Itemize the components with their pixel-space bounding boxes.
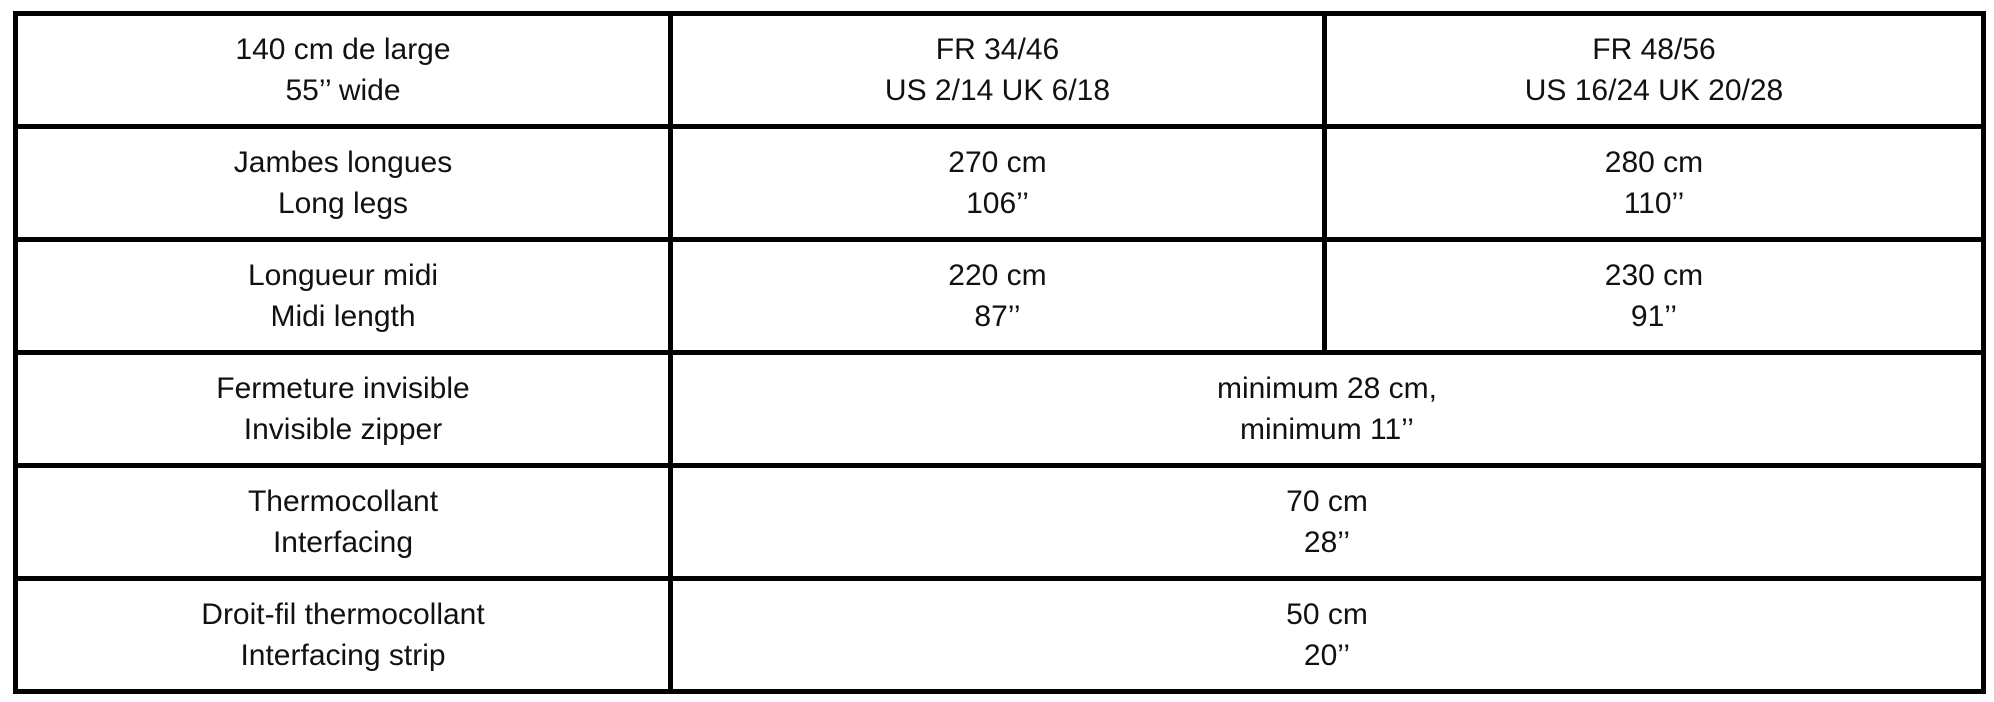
- cell-line: 20’’: [1303, 639, 1351, 672]
- cell-line: minimum 11’’: [1240, 413, 1414, 446]
- row-label-cell: Longueur midi Midi length: [13, 237, 673, 355]
- cell-line: Invisible zipper: [243, 413, 443, 446]
- cell-line: 91’’: [1630, 300, 1678, 333]
- cell-line: 110’’: [1623, 187, 1685, 220]
- cell-line: 106’’: [966, 187, 1029, 220]
- cell-line: Midi length: [270, 300, 416, 333]
- cell-line: 220 cm: [948, 259, 1047, 292]
- cell-line: Long legs: [277, 187, 409, 220]
- cell-line: 50 cm: [1286, 598, 1368, 631]
- cell-line: Droit-fil thermocollant: [201, 598, 485, 631]
- cell-line: 55’’ wide: [285, 74, 401, 107]
- cell-line: 270 cm: [948, 146, 1047, 179]
- cell-line: 140 cm de large: [235, 33, 451, 66]
- table-row: 140 cm de large 55’’ wide FR 34/46 US 2/14 …: [13, 11, 1986, 129]
- table-row: Jambes longues Long legs 270 cm 106’’ 280 cm…: [13, 124, 1986, 242]
- cell-line: 28’’: [1303, 526, 1351, 559]
- table-row: Thermocollant Interfacing 70 cm 28’’: [13, 463, 1986, 581]
- cell-line: Thermocollant: [247, 485, 439, 518]
- cell-line: 280 cm: [1604, 146, 1704, 179]
- cell-line: FR 34/46: [935, 33, 1060, 66]
- value-cell: 220 cm 87’’: [668, 237, 1327, 355]
- cell-line: US 16/24 UK 20/28: [1524, 74, 1784, 107]
- value-cell: 70 cm 28’’: [668, 463, 1986, 581]
- cell-line: 70 cm: [1286, 485, 1368, 518]
- value-cell: minimum 28 cm, minimum 11’’: [668, 350, 1986, 468]
- cell-line: Fermeture invisible: [216, 372, 470, 405]
- cell-line: minimum 28 cm,: [1216, 372, 1438, 405]
- value-cell: FR 34/46 US 2/14 UK 6/18: [668, 11, 1327, 129]
- table-row: Droit-fil thermocollant Interfacing strip…: [13, 576, 1986, 694]
- value-cell: 230 cm 91’’: [1322, 237, 1986, 355]
- cell-line: US 2/14 UK 6/18: [884, 74, 1111, 107]
- cell-line: 87’’: [974, 300, 1021, 333]
- cell-line: FR 48/56: [1592, 33, 1716, 66]
- row-label-cell: Droit-fil thermocollant Interfacing strip: [13, 576, 673, 694]
- row-label-cell: Fermeture invisible Invisible zipper: [13, 350, 673, 468]
- row-label-cell: 140 cm de large 55’’ wide: [13, 11, 673, 129]
- fabric-requirements-table: 140 cm de large 55’’ wide FR 34/46 US 2/14 …: [13, 11, 1986, 694]
- cell-line: Longueur midi: [247, 259, 439, 292]
- value-cell: 50 cm 20’’: [668, 576, 1986, 694]
- value-cell: FR 48/56 US 16/24 UK 20/28: [1322, 11, 1986, 129]
- row-label-cell: Jambes longues Long legs: [13, 124, 673, 242]
- cell-line: Interfacing: [272, 526, 414, 559]
- cell-line: Interfacing strip: [240, 639, 446, 672]
- cell-line: 230 cm: [1604, 259, 1704, 292]
- value-cell: 280 cm 110’’: [1322, 124, 1986, 242]
- row-label-cell: Thermocollant Interfacing: [13, 463, 673, 581]
- cell-line: Jambes longues: [233, 146, 453, 179]
- table-row: Fermeture invisible Invisible zipper minim…: [13, 350, 1986, 468]
- table-row: Longueur midi Midi length 220 cm 87’’ 230 cm…: [13, 237, 1986, 355]
- value-cell: 270 cm 106’’: [668, 124, 1327, 242]
